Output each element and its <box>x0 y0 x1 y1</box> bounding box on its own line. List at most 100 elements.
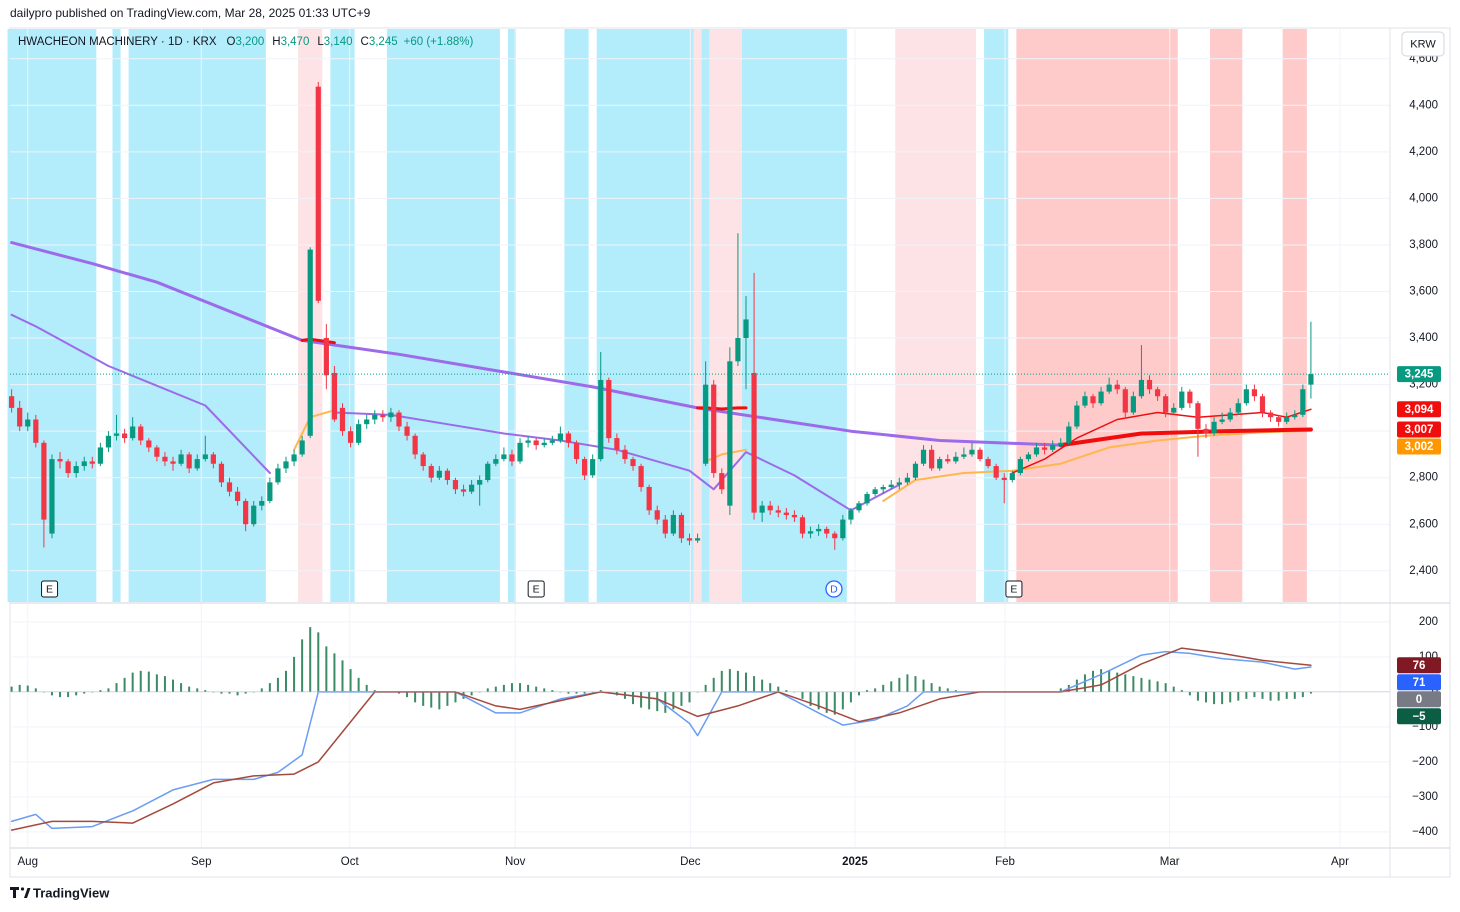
candle-body <box>807 531 814 534</box>
histogram-bar <box>1205 691 1207 703</box>
histogram-bar <box>34 688 37 692</box>
price-label: 3,245 <box>1405 369 1434 381</box>
histogram-bar <box>801 691 804 699</box>
signal-band <box>596 29 694 602</box>
histogram-bar <box>10 686 13 692</box>
histogram-bar <box>809 691 812 706</box>
histogram-bar <box>1083 674 1086 692</box>
histogram-bar <box>914 676 917 692</box>
signal-band <box>1016 29 1178 602</box>
legend-value: 3,245 <box>369 36 398 48</box>
candle-body <box>331 372 338 420</box>
candle-body <box>953 456 959 462</box>
candle-body <box>686 538 693 541</box>
indicator-line <box>10 650 1312 830</box>
histogram-bar <box>874 688 877 692</box>
y-tick-label: 4,200 <box>1409 146 1438 158</box>
price-label: 76 <box>1413 660 1426 672</box>
histogram-bar <box>276 677 279 692</box>
candle-body <box>105 435 112 448</box>
histogram-bar <box>761 679 764 692</box>
legend-key: L <box>317 36 324 48</box>
histogram-bar <box>728 669 731 692</box>
event-marker <box>825 580 843 598</box>
signal-band <box>984 29 1009 602</box>
histogram-bar <box>204 690 207 692</box>
candle-body <box>97 447 103 464</box>
candle-body <box>920 449 927 464</box>
histogram-bar <box>898 677 901 692</box>
candle-body <box>598 379 604 460</box>
histogram-bar <box>268 683 271 692</box>
candle-body <box>1090 396 1096 404</box>
signal-band <box>330 29 355 602</box>
histogram-bar <box>422 691 425 706</box>
candle-body <box>912 463 919 478</box>
signal-band <box>564 29 589 602</box>
currency-button[interactable] <box>1401 31 1445 57</box>
histogram-bar <box>922 679 925 692</box>
candle-body <box>477 480 483 485</box>
candle-body <box>1154 389 1161 397</box>
y-tick-label: 3,800 <box>1409 239 1438 251</box>
candle-body <box>283 461 289 469</box>
candle-body <box>1050 445 1056 450</box>
histogram-bar <box>672 691 675 710</box>
currency[interactable]: KRW <box>1410 38 1436 50</box>
price-label: 3,002 <box>1405 441 1434 453</box>
x-tick-label: Dec <box>680 856 701 868</box>
signal-band <box>709 29 742 602</box>
histogram-bar <box>99 690 102 692</box>
candle-body <box>1106 384 1112 392</box>
candle-body <box>1146 379 1153 390</box>
histogram-bar <box>1132 676 1135 692</box>
x-tick-label: Sep <box>191 856 211 868</box>
candle-body <box>581 459 588 476</box>
candle-body <box>985 459 991 467</box>
histogram-bar <box>1237 691 1240 701</box>
candle-body <box>1235 403 1241 413</box>
histogram-bar <box>115 683 118 692</box>
histogram-bar <box>1277 691 1280 701</box>
histogram-bar <box>236 691 239 696</box>
histogram-bar <box>414 691 417 703</box>
histogram-bar <box>1075 679 1078 692</box>
candle-body <box>719 473 725 490</box>
candle-body <box>364 419 370 425</box>
candle-body <box>614 438 620 450</box>
histogram-bar <box>833 691 836 715</box>
histogram-bar <box>309 627 312 692</box>
event-marker <box>1005 580 1023 598</box>
histogram-bar <box>155 674 158 692</box>
histogram-bar <box>777 686 780 692</box>
histogram-bar <box>1140 677 1143 692</box>
candle-body <box>1227 412 1233 420</box>
candle-body <box>937 459 943 469</box>
candle-body <box>170 461 176 464</box>
candle-body <box>662 519 668 534</box>
histogram-bar <box>857 691 860 696</box>
histogram-bar <box>519 683 522 692</box>
histogram-bar <box>1059 688 1062 692</box>
histogram-bar <box>50 691 53 696</box>
signal-band <box>1210 29 1243 602</box>
candle-body <box>1267 412 1274 418</box>
candle-body <box>727 361 733 506</box>
candle-body <box>557 433 563 441</box>
candle-body <box>743 319 749 339</box>
histogram-bar <box>1164 683 1167 692</box>
candle-body <box>1074 405 1080 427</box>
histogram-bar <box>866 690 869 692</box>
candle-body <box>162 456 168 462</box>
candle-body <box>904 477 911 483</box>
candle-body <box>1300 389 1306 415</box>
candle-body <box>1219 419 1225 422</box>
histogram-bar <box>349 669 352 692</box>
candle-body <box>759 505 765 513</box>
candle-body <box>832 533 838 539</box>
candle-body <box>380 414 386 418</box>
candle-body <box>444 470 451 481</box>
indicator-line <box>696 406 748 411</box>
candle-body <box>1122 389 1128 413</box>
